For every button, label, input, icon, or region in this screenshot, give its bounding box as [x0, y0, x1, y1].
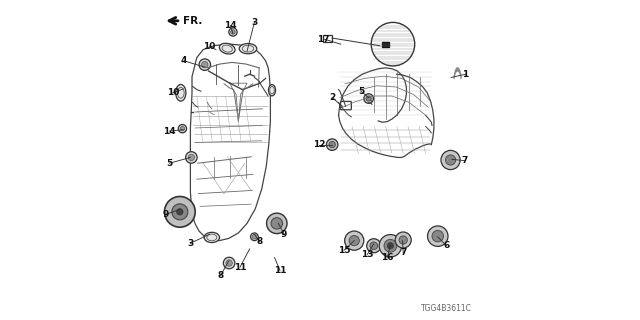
Ellipse shape	[204, 232, 220, 243]
Ellipse shape	[239, 44, 257, 54]
Circle shape	[229, 28, 237, 36]
Circle shape	[364, 94, 374, 103]
Circle shape	[186, 152, 197, 163]
Circle shape	[164, 196, 195, 227]
Text: 9: 9	[281, 230, 287, 239]
Text: 8: 8	[218, 271, 224, 280]
Text: 11: 11	[274, 266, 286, 275]
Circle shape	[177, 209, 183, 215]
Text: 10: 10	[166, 88, 179, 97]
Circle shape	[271, 218, 283, 229]
Circle shape	[379, 235, 402, 257]
Circle shape	[202, 61, 208, 68]
Circle shape	[178, 124, 187, 133]
Text: 3: 3	[188, 239, 193, 248]
Circle shape	[344, 231, 364, 250]
Circle shape	[326, 139, 338, 150]
Circle shape	[367, 239, 381, 253]
Text: 10: 10	[204, 42, 216, 51]
Ellipse shape	[220, 43, 235, 54]
Text: 13: 13	[361, 250, 374, 259]
Text: TGG4B3611C: TGG4B3611C	[421, 304, 472, 313]
Circle shape	[432, 230, 444, 242]
Circle shape	[384, 239, 397, 252]
Bar	[323, 35, 332, 42]
Text: 11: 11	[234, 263, 246, 272]
Circle shape	[250, 233, 258, 241]
Text: FR.: FR.	[184, 16, 203, 26]
Text: 6: 6	[444, 241, 449, 250]
Circle shape	[396, 232, 412, 248]
Circle shape	[399, 236, 408, 244]
Circle shape	[199, 59, 211, 70]
Circle shape	[226, 260, 232, 266]
Text: 4: 4	[181, 56, 187, 65]
Circle shape	[172, 204, 188, 220]
Ellipse shape	[269, 84, 275, 96]
Text: 7: 7	[400, 248, 406, 257]
Circle shape	[366, 96, 371, 101]
Circle shape	[387, 243, 394, 249]
Circle shape	[180, 126, 185, 131]
Text: 17: 17	[317, 35, 330, 44]
Circle shape	[441, 150, 460, 170]
Text: 9: 9	[163, 210, 169, 219]
Text: 14: 14	[163, 127, 176, 136]
Text: 3: 3	[252, 18, 257, 27]
Circle shape	[445, 155, 456, 165]
Bar	[383, 42, 389, 47]
Text: 16: 16	[381, 253, 394, 262]
Circle shape	[223, 257, 235, 269]
Circle shape	[349, 236, 360, 246]
Text: 7: 7	[461, 156, 468, 165]
Text: 5: 5	[166, 159, 173, 168]
Text: 2: 2	[329, 93, 335, 102]
Text: 8: 8	[256, 237, 262, 246]
Circle shape	[428, 226, 448, 246]
Circle shape	[329, 141, 335, 148]
Circle shape	[252, 235, 257, 239]
Text: 1: 1	[463, 70, 468, 79]
Text: 5: 5	[358, 87, 364, 96]
Text: 14: 14	[224, 21, 237, 30]
Circle shape	[370, 242, 378, 250]
Polygon shape	[453, 67, 462, 80]
Circle shape	[231, 30, 236, 34]
Circle shape	[188, 154, 195, 161]
Ellipse shape	[175, 84, 186, 101]
Text: 12: 12	[313, 140, 326, 149]
Text: 15: 15	[338, 246, 350, 255]
Circle shape	[267, 213, 287, 234]
